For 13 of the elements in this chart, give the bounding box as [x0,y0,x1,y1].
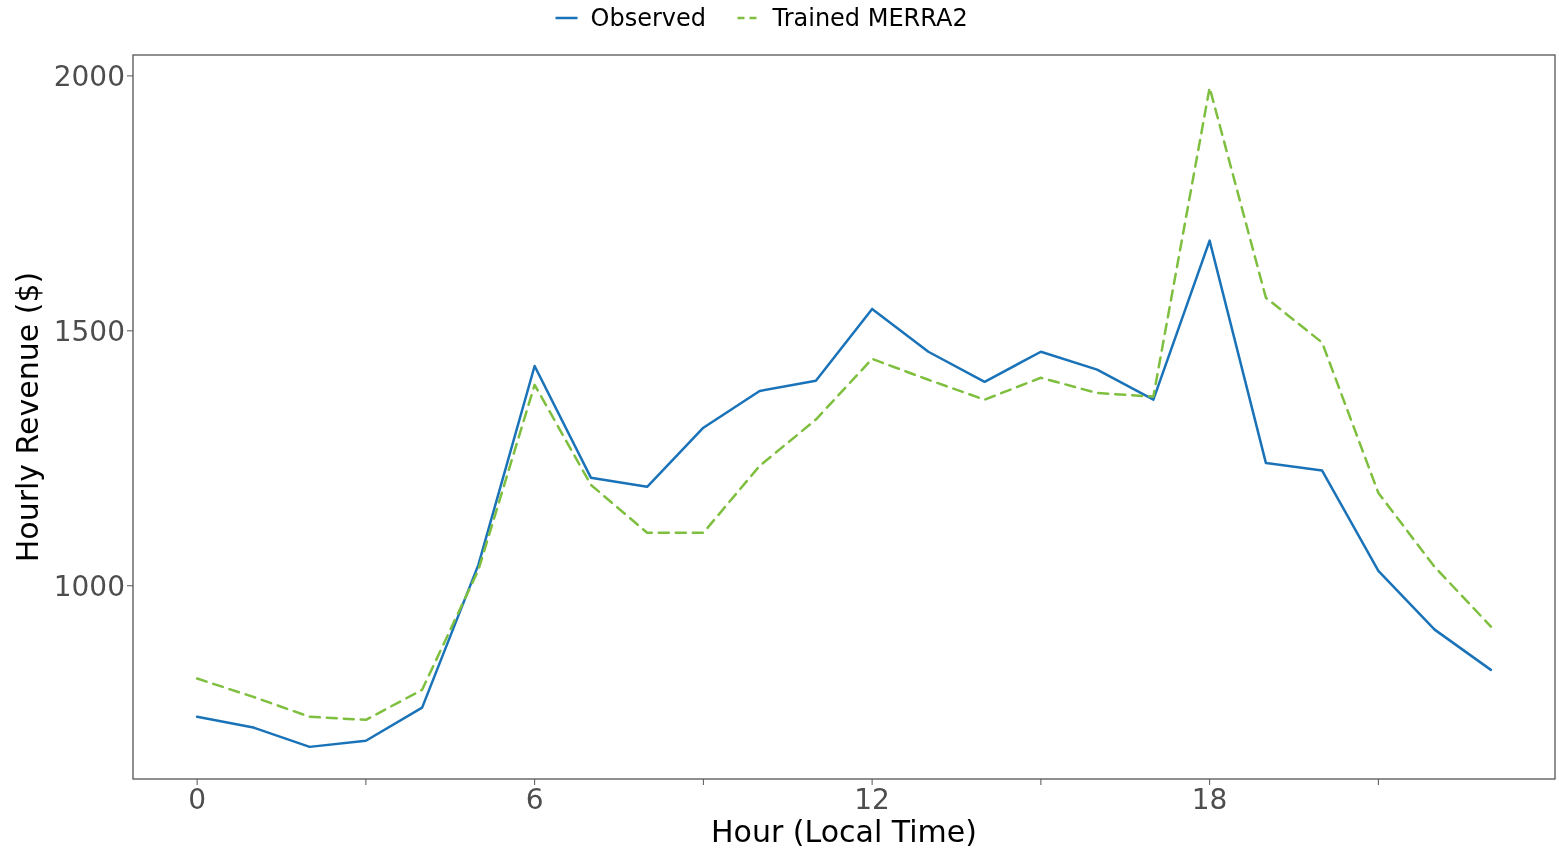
y-tick-label: 1000 [53,569,125,603]
x-tick-label: 18 [1191,783,1228,816]
legend-label: Observed [590,4,706,33]
y-tick-label: 2000 [53,59,125,93]
x-tick-label: 12 [854,783,890,816]
x-axis-title: Hour (Local Time) [711,814,977,848]
x-tick-label: 6 [525,783,544,816]
y-axis-title: Hourly Revenue ($) [10,271,45,563]
line-series [195,86,1493,722]
legend-label: Trained MERRA2 [771,4,968,33]
x-tick-label: 0 [188,783,207,816]
y-tick-label: 1500 [53,314,125,348]
line-series [195,239,1493,749]
